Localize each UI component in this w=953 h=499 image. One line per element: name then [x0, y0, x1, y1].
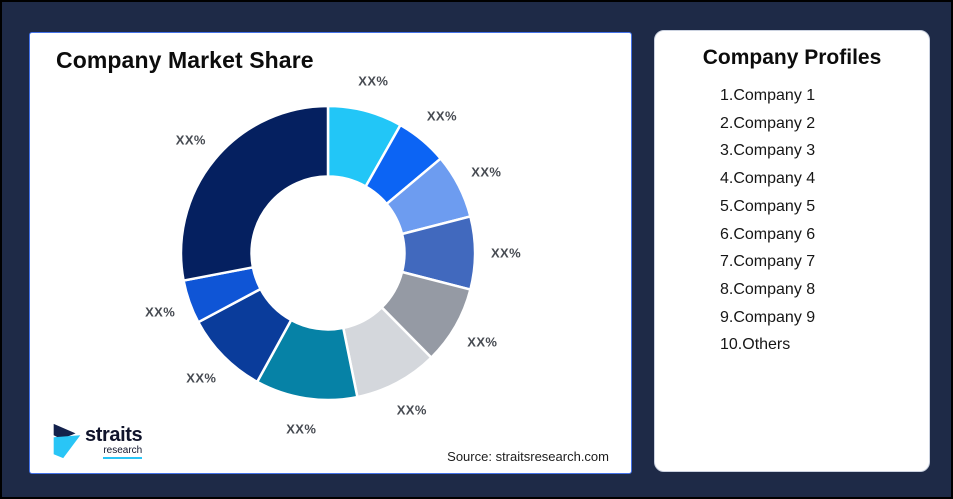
- chart-title: Company Market Share: [56, 47, 314, 73]
- company-list-item: 6.Company 6: [720, 225, 816, 243]
- company-profiles-card: Company Profiles 1.Company 1 2.Company 2…: [654, 30, 930, 472]
- company-list-item: 3.Company 3: [720, 142, 816, 160]
- donut-chart: XX% XX% XX% XX% XX% XX% XX% XX% XX% XX%: [30, 33, 631, 473]
- company-list-item: 9.Company 9: [720, 308, 816, 326]
- profiles-title: Company Profiles: [702, 46, 882, 69]
- straits-research-logo: straits research: [52, 422, 143, 460]
- company-list-item: 1.Company 1: [720, 87, 816, 104]
- donut-segment-others: [179, 104, 330, 282]
- company-list-item: 2.Company 2: [720, 114, 816, 132]
- logo-sub-text: research: [103, 446, 143, 459]
- company-list-item: 4.Company 4: [720, 170, 816, 188]
- source-text: Source: straitsresearch.com: [447, 449, 609, 464]
- market-share-card: Company Market Share XX% XX% XX% XX% XX% XX% X…: [29, 32, 632, 474]
- logo-text: straits research: [85, 424, 143, 459]
- logo-arrow-icon: [53, 423, 81, 459]
- company-list-item: 5.Company 5: [720, 197, 816, 215]
- company-list: 1.Company 1 2.Company 2 3.Company 3 4.Co…: [720, 82, 815, 359]
- company-list-item: 7.Company 7: [720, 253, 816, 271]
- company-list-item: 10.Others: [720, 336, 791, 354]
- company-list-item: 8.Company 8: [720, 280, 816, 298]
- donut-chart-svg: [179, 104, 477, 402]
- logo-brand-text: straits: [85, 424, 143, 446]
